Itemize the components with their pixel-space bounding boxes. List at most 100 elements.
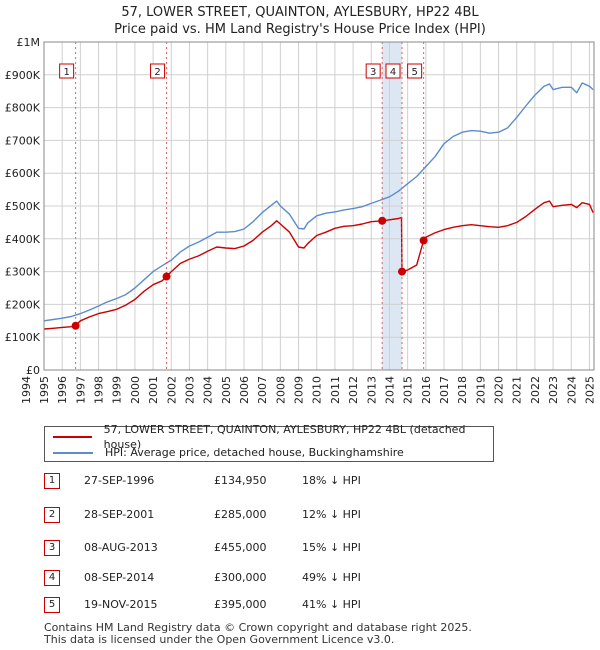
footer-line-2: This data is licensed under the Open Gov… xyxy=(44,633,395,646)
x-tick-label: 2021 xyxy=(511,376,524,404)
y-tick-label: £700K xyxy=(5,134,41,147)
legend-swatch-hpi xyxy=(53,451,93,454)
sale-date: 08-AUG-2013 xyxy=(84,541,158,554)
sale-point xyxy=(378,216,387,225)
sale-hpi-diff: 41% ↓ HPI xyxy=(302,598,361,611)
sale-point xyxy=(71,321,80,330)
sale-marker-label: 2 xyxy=(154,67,160,78)
sale-marker-label: 4 xyxy=(390,67,396,78)
y-tick-label: £100K xyxy=(5,331,41,344)
legend-swatch-property xyxy=(53,435,92,438)
x-tick-label: 1997 xyxy=(74,376,87,404)
sale-marker-label: 1 xyxy=(63,67,69,78)
table-row: 5 19-NOV-2015 £395,000 41% ↓ HPI xyxy=(44,597,464,617)
x-tick-label: 2001 xyxy=(147,376,160,404)
sale-number-badge: 1 xyxy=(44,473,60,489)
plot-border xyxy=(43,41,595,371)
y-tick-label: £0 xyxy=(26,364,40,377)
x-tick-label: 2019 xyxy=(474,376,487,404)
table-row: 3 08-AUG-2013 £455,000 15% ↓ HPI xyxy=(44,540,464,560)
x-tick-label: 1996 xyxy=(56,376,69,404)
sale-hpi-diff: 49% ↓ HPI xyxy=(302,571,361,584)
x-tick-label: 2022 xyxy=(529,376,542,404)
sale-point xyxy=(419,236,428,245)
property-price-line xyxy=(43,200,594,330)
sale-point xyxy=(162,272,171,281)
y-tick-label: £600K xyxy=(5,167,41,180)
sale-marker-box xyxy=(150,63,166,79)
y-tick-label: £200K xyxy=(5,298,41,311)
x-tick-label: 1999 xyxy=(111,376,124,404)
y-tick-label: £900K xyxy=(5,69,41,82)
x-tick-label: 1994 xyxy=(20,376,33,404)
sale-date: 27-SEP-1996 xyxy=(84,474,155,487)
sale-marker-label: 5 xyxy=(411,67,417,78)
x-tick-label: 2015 xyxy=(402,376,415,404)
table-row: 4 08-SEP-2014 £300,000 49% ↓ HPI xyxy=(44,570,464,590)
sale-marker-box xyxy=(407,63,423,79)
x-tick-label: 2006 xyxy=(238,376,251,404)
x-tick-label: 2002 xyxy=(165,376,178,404)
legend-item-property: 57, LOWER STREET, QUAINTON, AYLESBURY, H… xyxy=(53,423,493,451)
sale-price: £455,000 xyxy=(214,541,267,554)
x-tick-label: 2003 xyxy=(183,376,196,404)
sale-marker-box xyxy=(385,63,401,79)
y-tick-label: £400K xyxy=(5,233,41,246)
y-tick-label: £1M xyxy=(17,36,41,49)
x-tick-label: 2007 xyxy=(256,376,269,404)
x-tick-label: 2025 xyxy=(583,376,596,404)
table-row: 1 27-SEP-1996 £134,950 18% ↓ HPI xyxy=(44,473,464,493)
footer-attribution: Contains HM Land Registry data © Crown c… xyxy=(44,622,472,646)
x-tick-label: 2009 xyxy=(293,376,306,404)
legend-label-hpi: HPI: Average price, detached house, Buck… xyxy=(105,446,404,459)
sale-marker-label: 3 xyxy=(370,67,376,78)
x-tick-label: 2013 xyxy=(365,376,378,404)
sale-number-badge: 4 xyxy=(44,570,60,586)
chart-subtitle: Price paid vs. HM Land Registry's House … xyxy=(114,22,486,37)
x-tick-label: 2011 xyxy=(329,376,342,404)
sale-price: £395,000 xyxy=(214,598,267,611)
x-tick-label: 2020 xyxy=(493,376,506,404)
sale-marker-box xyxy=(59,63,75,79)
y-tick-label: £500K xyxy=(5,200,41,213)
price-chart: 1994 1995 1996 1997 1998 1999 2000 2001 2002 2003… xyxy=(5,36,597,404)
y-tick-label: £300K xyxy=(5,266,41,279)
x-tick-label: 2004 xyxy=(202,376,215,404)
sale-hpi-diff: 18% ↓ HPI xyxy=(302,474,361,487)
legend-label-property: 57, LOWER STREET, QUAINTON, AYLESBURY, H… xyxy=(103,422,466,451)
sale-date: 28-SEP-2001 xyxy=(84,508,155,521)
legend-item-hpi: HPI: Average price, detached house, Buck… xyxy=(53,445,404,460)
x-tick-label: 2008 xyxy=(274,376,287,404)
sale-hpi-diff: 15% ↓ HPI xyxy=(302,541,361,554)
sale-price: £134,950 xyxy=(214,474,267,487)
sale-point xyxy=(398,267,406,276)
x-tick-label: 2018 xyxy=(456,376,469,404)
x-tick-label: 2010 xyxy=(311,376,324,404)
x-tick-label: 2023 xyxy=(547,376,560,404)
sale-number-badge: 5 xyxy=(44,597,60,613)
sale-hpi-diff: 12% ↓ HPI xyxy=(302,508,361,521)
chart-title-block: 57, LOWER STREET, QUAINTON, AYLESBURY, H… xyxy=(0,4,600,38)
sale-date: 19-NOV-2015 xyxy=(84,598,158,611)
x-tick-label: 2017 xyxy=(438,376,451,404)
x-tick-label: 2005 xyxy=(220,376,233,404)
legend: 57, LOWER STREET, QUAINTON, AYLESBURY, H… xyxy=(44,423,494,462)
sale-price: £285,000 xyxy=(214,508,267,521)
x-tick-label: 2024 xyxy=(565,376,578,404)
sale-number-badge: 2 xyxy=(44,507,60,523)
table-row: 2 28-SEP-2001 £285,000 12% ↓ HPI xyxy=(44,507,464,527)
x-tick-label: 2012 xyxy=(347,376,360,404)
hpi-line xyxy=(43,82,594,322)
sale-number-badge: 3 xyxy=(44,540,60,556)
sale-marker-box xyxy=(365,63,381,79)
x-tick-label: 2016 xyxy=(420,376,433,404)
x-tick-label: 2000 xyxy=(129,376,142,404)
sale-date: 08-SEP-2014 xyxy=(84,571,155,584)
chart-title: 57, LOWER STREET, QUAINTON, AYLESBURY, H… xyxy=(121,5,479,20)
sale-price: £300,000 xyxy=(214,571,267,584)
x-tick-label: 1998 xyxy=(93,376,106,404)
x-tick-label: 2014 xyxy=(383,376,396,404)
footer-line-1: Contains HM Land Registry data © Crown c… xyxy=(44,621,472,634)
x-tick-label: 1995 xyxy=(38,376,51,404)
y-tick-label: £800K xyxy=(5,102,41,115)
